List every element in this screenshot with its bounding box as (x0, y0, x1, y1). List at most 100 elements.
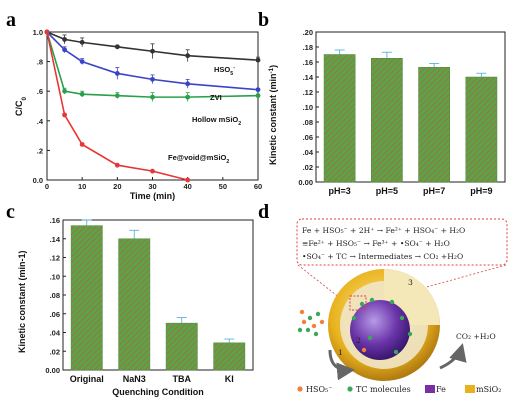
data-point (62, 88, 67, 94)
y-axis-label-b: Kinetic constant (min-1) (268, 65, 279, 165)
y-tick-label-b: .08 (303, 118, 313, 127)
molecule-dot (297, 327, 303, 333)
series-label-3: Fe@void@mSiO2 (168, 153, 229, 165)
legend-swatch-1 (347, 386, 353, 392)
y-tick-label-c: .08 (50, 291, 60, 300)
series-label-0: HSO5- (214, 65, 235, 77)
arrow-1 (328, 349, 355, 381)
series-line-3 (46, 31, 188, 181)
y-tick-label-c: .02 (50, 347, 60, 356)
panel-letter-a: a (6, 9, 16, 31)
y-tick-label-c: .14 (50, 235, 61, 244)
category-label-b: pH=3 (328, 186, 350, 196)
molecule-dot (315, 311, 321, 317)
y-tick-label-b: .12 (303, 88, 313, 97)
data-point (150, 168, 155, 174)
y-tick-label-a: .6 (37, 87, 43, 96)
data-point (255, 93, 261, 99)
step-1-label: 1 (338, 348, 343, 357)
x-tick-label-a: 40 (183, 182, 191, 191)
y-tick-label-b: .20 (303, 28, 313, 37)
data-point (44, 29, 50, 35)
y-tick-label-c: .10 (50, 272, 60, 281)
molecule-dot (393, 349, 399, 355)
arrow-out (439, 343, 467, 370)
y-tick-label-c: .16 (50, 216, 60, 225)
chart-b: 0.00 .02 .04 .06 .08 .10 .12 .14 .16 .18 .20 pH=3 pH… (268, 28, 506, 196)
panel-letter-d: d (258, 201, 269, 223)
category-label-b: pH=7 (423, 186, 445, 196)
data-point (114, 44, 120, 50)
zoom-box (349, 295, 367, 311)
molecule-dot (307, 315, 313, 321)
step-2-label: 2 (356, 336, 361, 345)
y-tick-label-c: .04 (50, 329, 61, 338)
diagram-legend: HSO₅⁻ TC molecules Fe mSiO₂ (297, 385, 501, 394)
y-tick-label-b: .14 (303, 73, 314, 82)
data-point (62, 37, 67, 42)
molecule-dot (305, 327, 311, 333)
legend-label-3: mSiO₂ (476, 385, 501, 394)
category-label-c: KI (225, 374, 234, 384)
data-point (185, 53, 191, 59)
molecule-dot (389, 299, 395, 305)
data-point (79, 91, 85, 97)
y-tick-label-a: 0.0 (33, 176, 43, 185)
y-tick-label-b: .02 (303, 163, 313, 172)
molecule-dot (399, 315, 405, 321)
category-label-b: pH=5 (376, 186, 398, 196)
data-point (114, 93, 120, 99)
y-tick-label-b: .18 (303, 43, 313, 52)
panel-letter-c: c (6, 201, 15, 223)
data-point (114, 162, 120, 168)
data-point (79, 59, 85, 64)
category-label-b: pH=9 (470, 186, 492, 196)
legend-label-2: Fe (436, 385, 446, 394)
x-tick-label-a: 0 (45, 182, 49, 191)
bar-b (371, 58, 403, 183)
category-label-c: Original (70, 374, 104, 384)
y-tick-label-c: .12 (50, 254, 60, 263)
molecule-dot (367, 335, 373, 341)
bar-b (323, 54, 356, 183)
category-label-c: TBA (173, 374, 192, 384)
y-tick-label-b: .10 (303, 103, 313, 112)
y-tick-label-c: 0.00 (45, 366, 60, 375)
x-tick-label-a: 20 (113, 182, 121, 191)
y-tick-label-b: .06 (303, 133, 313, 142)
molecule-dots (297, 297, 413, 355)
data-point (185, 94, 191, 100)
equation-2: ≡Fe²⁺ + HSO₅⁻ → Fe³⁺ + •SO₄⁻ + H₂O (302, 239, 450, 248)
molecule-dot (299, 309, 305, 315)
data-point (79, 142, 85, 147)
data-point (150, 94, 155, 100)
data-point (185, 81, 191, 87)
y-tick-label-a: 1.0 (33, 28, 43, 37)
data-point (62, 112, 67, 118)
data-point (62, 47, 67, 53)
y-tick-label-a: .4 (37, 117, 44, 126)
molecule-dot (359, 301, 365, 307)
equation-box (296, 218, 508, 266)
product-label: CO₂ +H₂O (456, 332, 496, 341)
equation-3: •SO₄⁻ + TC → Intermediates → CO₂ +H₂O (302, 252, 463, 261)
y-tick-label-a: .8 (37, 58, 43, 67)
legend-label-1: TC molecules (356, 385, 411, 394)
series-label-1: ZVI (210, 93, 222, 102)
x-axis-label-a: Time (min) (130, 191, 175, 201)
molecule-dot (361, 347, 367, 353)
bar-c (165, 322, 198, 371)
chart-c: 0.00 .02 .04 .06 .08 .10 .12 .14 .16 Original NaN3… (17, 216, 254, 397)
series-label-2: Hollow mSiO2 (192, 115, 241, 127)
bar-b (418, 67, 450, 183)
x-tick-label-a: 30 (148, 182, 156, 191)
data-point (150, 76, 155, 82)
y-tick-label-b: .04 (303, 148, 314, 157)
molecule-dot (351, 315, 357, 321)
molecule-dot (369, 297, 375, 303)
molecule-dot (313, 331, 319, 337)
y-tick-label-b: .16 (303, 58, 313, 67)
y-tick-label-c: .06 (50, 310, 60, 319)
data-point (255, 87, 261, 93)
